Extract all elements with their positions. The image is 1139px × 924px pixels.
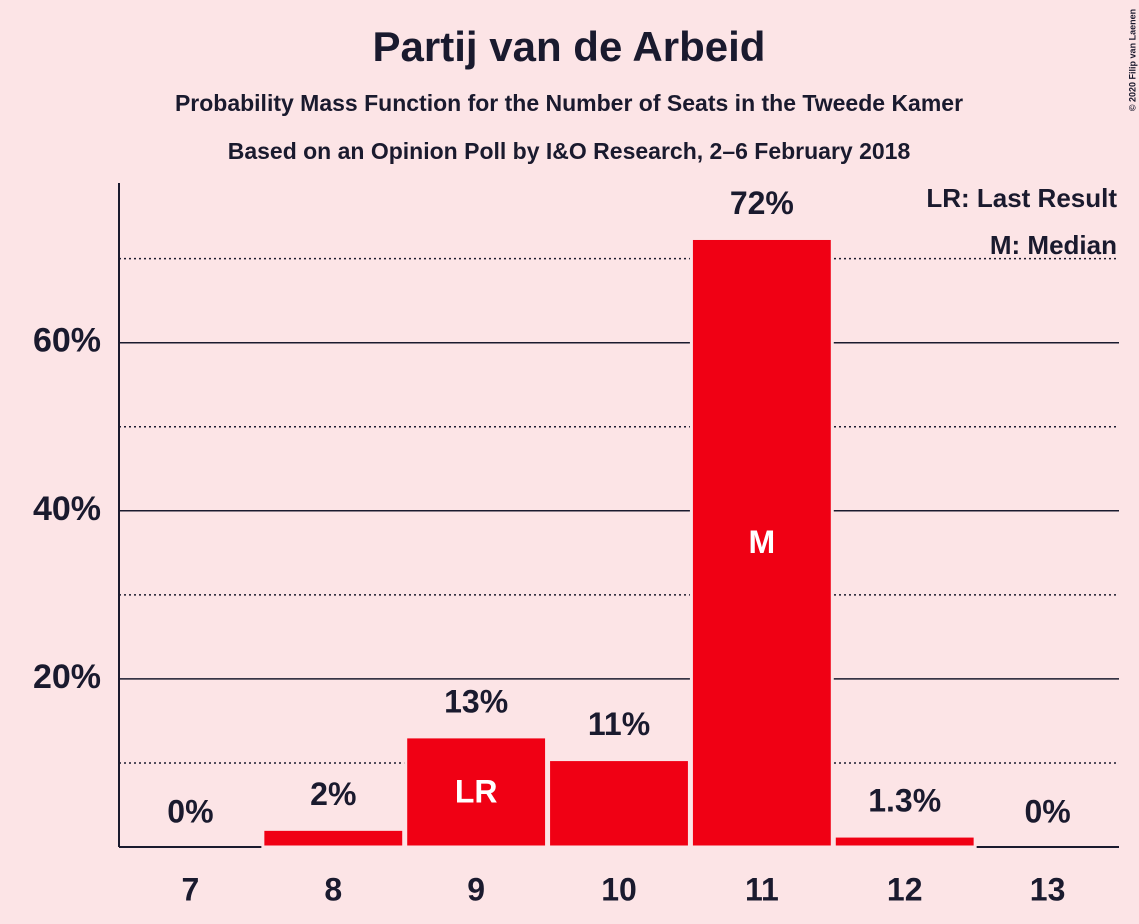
x-tick-label: 10 <box>601 871 637 907</box>
y-tick-label: 20% <box>33 658 101 696</box>
value-label: 13% <box>444 683 508 719</box>
value-label: 11% <box>588 706 650 742</box>
x-tick-label: 9 <box>467 871 485 907</box>
value-label: 0% <box>167 793 213 829</box>
x-tick-label: 13 <box>1030 871 1066 907</box>
y-tick-label: 40% <box>33 490 101 528</box>
x-tick-label: 7 <box>182 871 200 907</box>
value-label: 1.3% <box>868 783 941 819</box>
value-label: 72% <box>730 185 794 221</box>
legend-entry: M: Median <box>990 230 1117 260</box>
x-tick-label: 12 <box>887 871 923 907</box>
x-tick-label: 8 <box>324 871 342 907</box>
bar-annotation: M <box>749 524 776 560</box>
y-tick-label: 60% <box>33 322 101 360</box>
value-label: 0% <box>1024 793 1070 829</box>
bar-annotation: LR <box>455 773 498 809</box>
chart-subtitle: Based on an Opinion Poll by I&O Research… <box>228 138 911 164</box>
value-label: 2% <box>310 776 356 812</box>
bar <box>404 735 549 849</box>
x-tick-label: 11 <box>745 871 779 907</box>
copyright: © 2020 Filip van Laenen <box>1127 9 1137 111</box>
bar <box>547 758 691 849</box>
bar <box>261 827 406 849</box>
chart-title: Partij van de Arbeid <box>373 23 766 70</box>
legend-entry: LR: Last Result <box>926 183 1117 213</box>
bar <box>689 236 834 849</box>
bar <box>832 834 977 849</box>
chart-subtitle: Probability Mass Function for the Number… <box>175 90 963 116</box>
